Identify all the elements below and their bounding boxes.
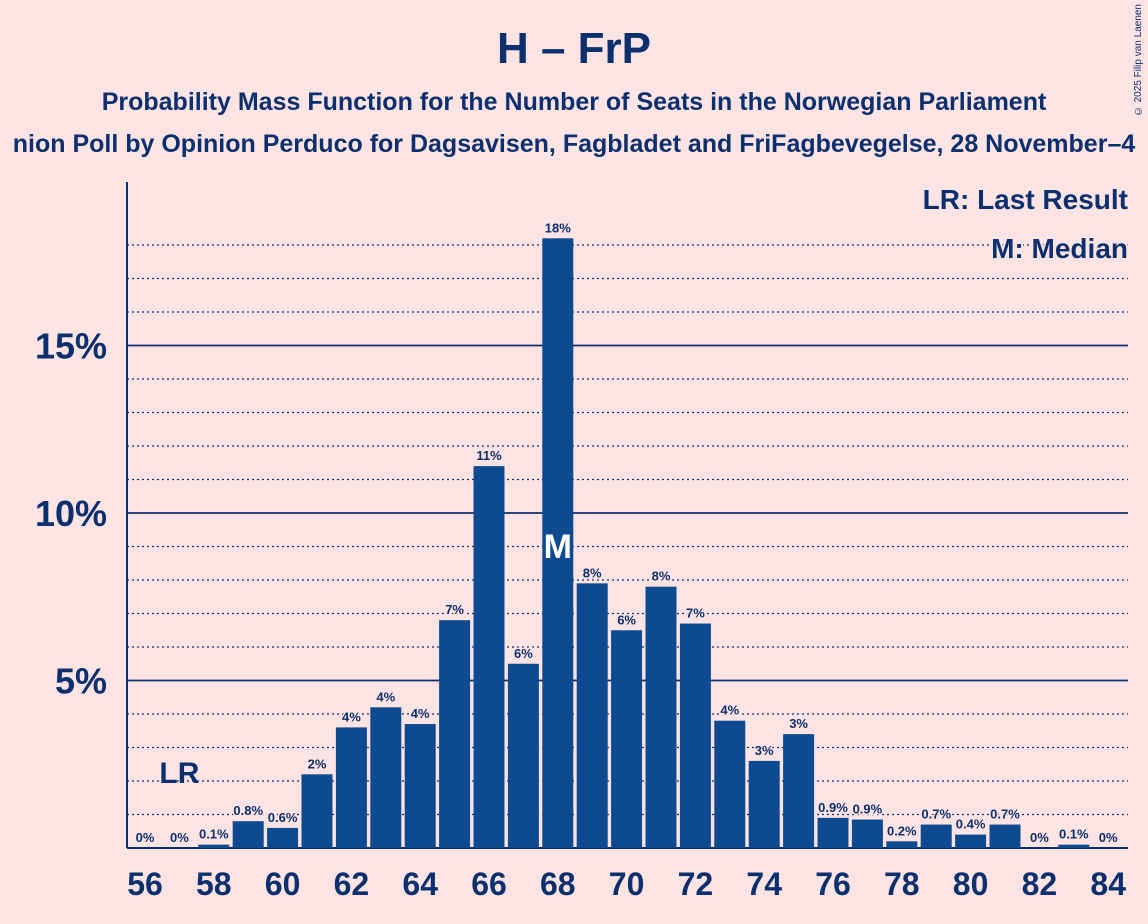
bar — [439, 620, 471, 848]
bar — [576, 583, 608, 848]
bar-value-label: 11% — [476, 448, 502, 463]
bar — [989, 824, 1021, 848]
bar-value-label: 0.2% — [887, 823, 917, 838]
bar — [920, 824, 952, 848]
bar-value-label: 6% — [617, 612, 636, 627]
bar-value-label: 3% — [789, 716, 808, 731]
median-marker: M — [544, 528, 572, 566]
bar-value-label: 4% — [720, 703, 739, 718]
chart-subtitle-poll: nion Poll by Opinion Perduco for Dagsavi… — [12, 130, 1136, 158]
bar-value-label: 0.1% — [199, 827, 229, 842]
bar-value-label: 4% — [342, 709, 361, 724]
x-tick-label: 56 — [127, 866, 163, 902]
bar-value-label: 0.4% — [956, 817, 986, 832]
bar-value-label: 4% — [411, 706, 430, 721]
bar-value-label: 2% — [308, 756, 327, 771]
bar — [748, 760, 780, 848]
bar — [886, 841, 918, 848]
bar-value-label: 8% — [583, 565, 602, 580]
bar — [714, 720, 746, 848]
bar — [301, 774, 333, 848]
bar — [267, 827, 299, 848]
bar-value-label: 0% — [170, 830, 189, 845]
bar — [198, 844, 230, 848]
legend-last-result: LR: Last Result — [923, 184, 1128, 215]
legend-median: M: Median — [991, 233, 1128, 264]
x-tick-label: 72 — [678, 866, 714, 902]
y-tick-label: 15% — [35, 326, 107, 367]
bar — [955, 834, 987, 848]
bar — [783, 734, 815, 848]
x-tick-label: 66 — [471, 866, 507, 902]
x-tick-label: 64 — [402, 866, 438, 902]
bar-value-label: 4% — [376, 689, 395, 704]
bar — [679, 623, 711, 848]
x-tick-label: 58 — [196, 866, 232, 902]
y-tick-label: 5% — [55, 661, 107, 702]
bar-value-label: 0.6% — [268, 810, 298, 825]
x-tick-label: 84 — [1090, 866, 1126, 902]
chart-subtitle: Probability Mass Function for the Number… — [101, 88, 1047, 116]
bar-value-label: 0.9% — [853, 802, 883, 817]
bar — [611, 630, 643, 848]
last-result-marker: LR — [159, 757, 199, 790]
x-tick-label: 80 — [953, 866, 989, 902]
x-tick-label: 70 — [609, 866, 645, 902]
y-tick-label: 10% — [35, 493, 107, 534]
x-tick-label: 74 — [746, 866, 782, 902]
x-tick-label: 68 — [540, 866, 576, 902]
bar-value-label: 0.7% — [921, 807, 951, 822]
x-tick-label: 76 — [815, 866, 851, 902]
x-tick-label: 82 — [1022, 866, 1058, 902]
chart-title: H – FrP — [496, 24, 652, 73]
bar — [335, 727, 367, 848]
bar-value-label: 0.7% — [990, 807, 1020, 822]
bar-value-label: 3% — [755, 743, 774, 758]
bar-value-label: 7% — [445, 602, 464, 617]
bar-value-label: 8% — [652, 569, 671, 584]
bar-value-label: 0.8% — [233, 803, 263, 818]
bar-value-label: 7% — [686, 606, 705, 621]
bar — [232, 821, 264, 848]
bar-value-label: 6% — [514, 646, 533, 661]
bar-value-label: 0.9% — [818, 800, 848, 815]
bar-value-label: 18% — [545, 220, 571, 235]
bar — [851, 819, 883, 848]
bar — [1058, 844, 1090, 848]
bar — [404, 724, 436, 848]
bar — [370, 707, 402, 848]
x-tick-label: 78 — [884, 866, 920, 902]
bar — [507, 663, 539, 848]
x-tick-label: 60 — [265, 866, 301, 902]
bar-value-label: 0.1% — [1059, 827, 1089, 842]
bar-value-label: 0% — [1030, 830, 1049, 845]
x-tick-label: 62 — [334, 866, 370, 902]
bar — [542, 238, 574, 849]
bar — [817, 817, 849, 848]
bar — [473, 466, 505, 848]
bar-value-label: 0% — [136, 830, 155, 845]
bar-value-label: 0% — [1099, 830, 1118, 845]
bar — [645, 586, 677, 848]
